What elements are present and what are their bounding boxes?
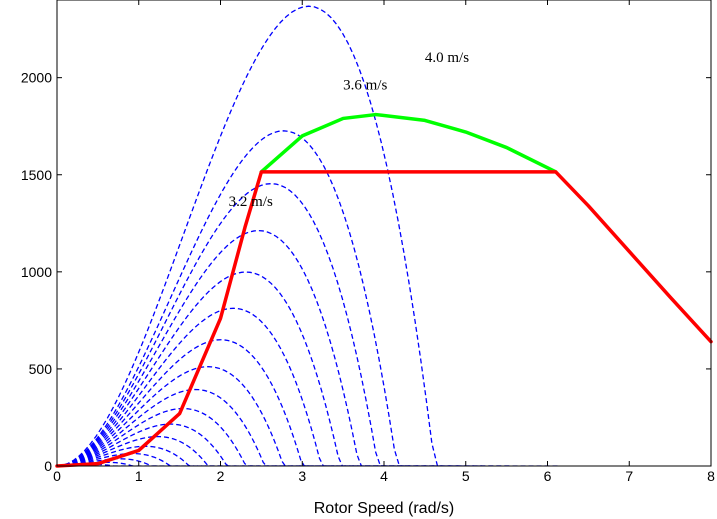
x-tick-label: 1 <box>135 468 143 484</box>
x-tick-label: 2 <box>217 468 225 484</box>
x-tick-label: 3 <box>298 468 306 484</box>
operating-trajectories <box>55 112 713 468</box>
x-tick-label: 7 <box>625 468 633 484</box>
power-curve-3-4 <box>57 182 486 466</box>
power-curve-3-2 <box>57 229 460 466</box>
x-tick-label: 0 <box>53 468 61 484</box>
power-curve-1-6 <box>57 435 259 466</box>
power-curve-2-8 <box>57 307 410 466</box>
red-trajectory-line <box>55 170 713 468</box>
wind-power-curves <box>57 5 561 466</box>
y-tick-label: 2000 <box>21 70 52 86</box>
x-tick-label: 6 <box>544 468 552 484</box>
x-tick-label: 4 <box>380 468 388 484</box>
x-tick-label: 8 <box>707 468 715 484</box>
annotation-label: 4.0 m/s <box>425 50 469 66</box>
power-curve-2-2 <box>57 388 334 466</box>
power-curve-2-4 <box>57 366 360 466</box>
x-axis-title: Rotor Speed (rad/s) <box>314 500 455 517</box>
annotation-label: 3.6 m/s <box>343 77 387 93</box>
axis-ticks: 0 1 2 3 4 5 6 7 8 0 500 1000 1500 2000 <box>21 0 715 484</box>
power-curve-2-6 <box>57 339 385 466</box>
power-curve-3 <box>57 271 435 466</box>
y-tick-label: 1000 <box>21 264 52 280</box>
annotations: 4.0 m/s 3.6 m/s 3.2 m/s <box>229 50 470 210</box>
y-tick-label: 500 <box>29 361 53 377</box>
y-tick-label: 1500 <box>21 167 52 183</box>
green-trajectory-line <box>259 112 558 174</box>
x-tick-label: 5 <box>462 468 470 484</box>
annotation-label: 3.2 m/s <box>229 194 273 210</box>
y-tick-label: 0 <box>44 458 52 474</box>
power-curve-3-6 <box>57 130 511 466</box>
power-curve-4 <box>57 5 561 466</box>
